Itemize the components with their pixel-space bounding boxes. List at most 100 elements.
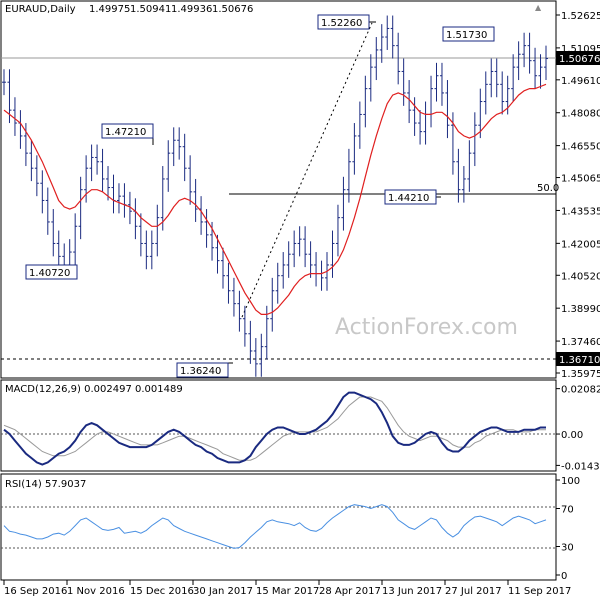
sma-line: [3, 83, 547, 315]
x-tick-label: 28 Apr 2017: [319, 586, 381, 597]
ohlc-bar: [51, 209, 56, 257]
ohlc-bar: [533, 47, 538, 89]
ohlc-bar: [12, 97, 17, 136]
annotation-label: 1.51730: [446, 30, 487, 41]
current-price-box: 1.50676: [556, 51, 600, 65]
price-tick-label: 1.46550: [561, 142, 600, 153]
ohlc-bar: [89, 144, 94, 182]
x-tick-label: 27 Jul 2017: [445, 586, 502, 597]
x-tick-label: 15 Mar 2017: [256, 586, 319, 597]
ohlc-bar: [401, 58, 406, 106]
rsi-line: [3, 504, 547, 549]
ohlc-bar: [461, 166, 466, 203]
ohlc-bar: [242, 305, 247, 347]
ohlc-bar: [434, 62, 439, 102]
macd-panel: [0, 379, 557, 472]
macd-tick-label: 0.020827: [561, 385, 600, 396]
ohlc-bar: [511, 54, 516, 102]
ohlc-bar: [489, 58, 494, 98]
rsi-tick-label: 70: [561, 505, 574, 516]
ohlc-bar: [544, 45, 548, 81]
x-tick-label: 1 Nov 2016: [67, 586, 125, 597]
ohlc-bar: [292, 230, 297, 268]
support-price-box: 1.36710: [556, 352, 600, 366]
ohlc-bar: [303, 226, 308, 268]
price-axis: 1.52625 1.51095 1.49610 1.48080 1.46550 1.450…: [556, 11, 600, 380]
annotation-1-40720: 1.40720: [25, 264, 78, 280]
ohlc-bar: [396, 32, 401, 85]
macd-tick-label: 0.00: [561, 430, 583, 441]
ohlc-bar: [390, 15, 395, 59]
ohlc-bar: [149, 230, 154, 270]
ohlc-bar: [171, 127, 176, 167]
ohlc-bar: [538, 54, 543, 89]
ohlc-bar: [281, 252, 286, 289]
x-tick-label: 30 Jan 2017: [193, 586, 253, 597]
ohlc-bar: [308, 241, 313, 278]
annotation-1-51730: 1.51730: [442, 26, 495, 42]
ohlc-bar: [29, 140, 34, 182]
ohlc-bar: [494, 58, 499, 98]
watermark: ActionForex.com: [335, 315, 518, 340]
ohlc-bar: [40, 170, 45, 214]
ohlc-bar: [56, 230, 61, 270]
x-tick-label: 11 Sep 2017: [508, 586, 571, 597]
svg-text:1.36710: 1.36710: [559, 355, 600, 366]
price-tick-label: 1.40520: [561, 271, 600, 282]
ohlc-bar: [2, 69, 6, 96]
ohlc-high: 1.50941: [130, 4, 171, 15]
ohlc-bar: [220, 247, 225, 289]
ohlc-bar: [472, 112, 477, 167]
ohlc-bar: [23, 123, 28, 167]
ohlc-bar: [368, 54, 373, 102]
ohlc-bar: [522, 32, 527, 68]
rsi-tick-label: 30: [561, 543, 574, 554]
ohlc-bar: [78, 176, 83, 240]
ohlc-bar: [483, 71, 488, 115]
ohlc-bar: [34, 155, 39, 197]
ohlc-bar: [439, 62, 444, 106]
annotation-label: 1.40720: [29, 268, 70, 279]
ohlc-bar: [352, 123, 357, 175]
price-tick-label: 1.42005: [561, 239, 600, 250]
ohlc-bar: [357, 101, 362, 149]
annotation-1-44210: 1.44210: [384, 189, 441, 205]
macd-axis: 0.020827 0.00 -0.014386: [556, 385, 600, 472]
ohlc-bar: [226, 262, 231, 304]
x-tick-label: 15 Dec 2016: [130, 586, 194, 597]
annotation-1-47210: 1.47210: [101, 123, 154, 145]
price-title: EURAUD,Daily: [5, 4, 76, 15]
ohlc-bar: [275, 262, 280, 304]
ohlc-bar: [341, 176, 346, 231]
ohlc-bar: [100, 148, 105, 192]
ohlc-bar: [379, 24, 384, 63]
macd-line: [3, 391, 546, 466]
price-tick-label: 1.45065: [561, 174, 600, 185]
rsi-title: RSI(14) 57.9037: [5, 479, 86, 490]
price-tick-label: 1.51095: [561, 44, 600, 55]
annotation-label: 1.52260: [321, 18, 362, 29]
ohlc-bar: [253, 338, 258, 377]
ohlc-bar: [193, 178, 198, 222]
ohlc-bar: [188, 155, 193, 205]
ohlc-bar: [467, 140, 472, 192]
macd-tick-label: -0.014386: [561, 461, 600, 472]
ohlc-bar: [144, 230, 149, 270]
ohlc-bar: [177, 127, 182, 160]
ohlc-bar: [412, 97, 417, 136]
ohlc-bar: [116, 183, 121, 214]
ohlc-bar: [45, 187, 50, 235]
ohlc-bar: [516, 41, 521, 81]
price-tick-label: 1.37460: [561, 337, 600, 348]
trend-line: [241, 22, 373, 318]
ohlc-bar: [95, 144, 100, 175]
ohlc-bar: [363, 75, 368, 128]
fib-label: 50.0: [537, 183, 559, 194]
price-tick-label: 1.43535: [561, 206, 600, 217]
price-tick-label: 1.35975: [561, 369, 600, 380]
ohlc-bar: [330, 230, 335, 278]
ohlc-bar: [248, 320, 253, 364]
ohlc-bar: [286, 241, 291, 278]
x-axis: 16 Sep 2016 1 Nov 2016 15 Dec 2016 30 Jan 2…: [3, 580, 571, 597]
ohlc-bar: [418, 110, 423, 145]
